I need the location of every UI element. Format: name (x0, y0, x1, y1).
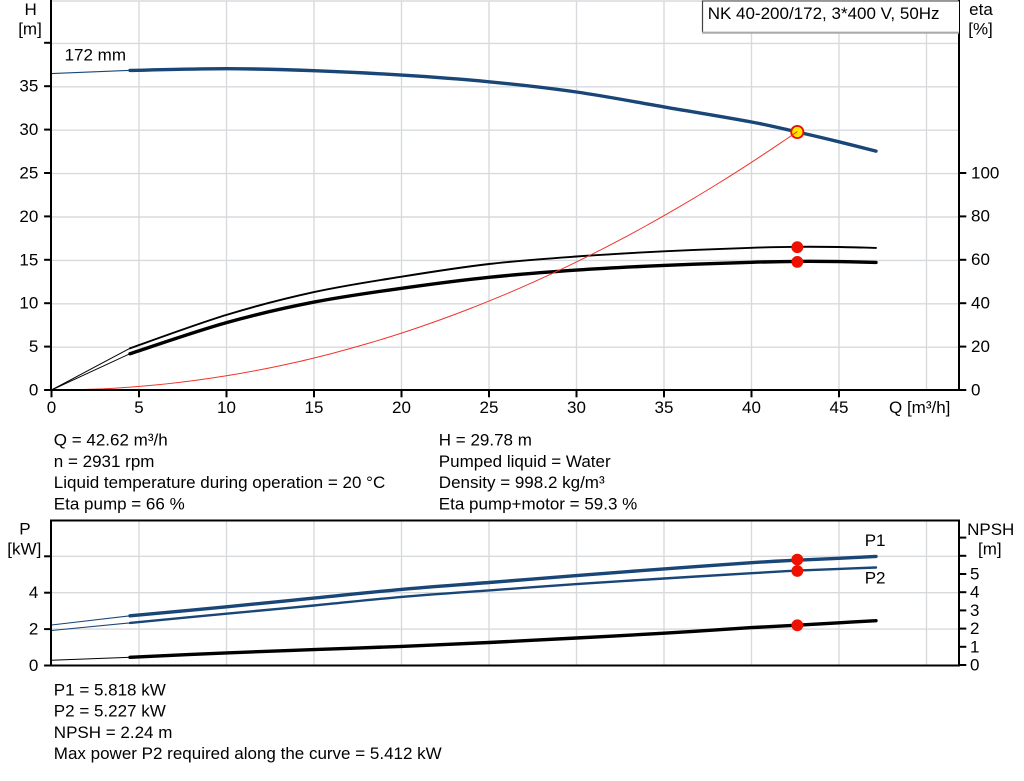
svg-text:35: 35 (655, 398, 674, 417)
svg-text:0: 0 (970, 656, 979, 675)
svg-text:Eta pump+motor = 59.3 %: Eta pump+motor = 59.3 % (439, 495, 637, 514)
svg-text:100: 100 (971, 163, 999, 182)
svg-text:80: 80 (971, 207, 990, 226)
svg-text:15: 15 (305, 398, 324, 417)
svg-text:Eta pump = 66 %: Eta pump = 66 % (54, 495, 185, 514)
svg-text:1: 1 (970, 637, 979, 656)
svg-text:Max power P2 required along th: Max power P2 required along the curve = … (54, 744, 442, 763)
svg-text:25: 25 (19, 164, 38, 183)
svg-text:[m]: [m] (978, 540, 1002, 559)
svg-text:NK 40-200/172, 3*400 V, 50Hz: NK 40-200/172, 3*400 V, 50Hz (708, 4, 940, 23)
svg-text:45: 45 (830, 398, 849, 417)
svg-text:35: 35 (19, 77, 38, 96)
svg-text:0: 0 (29, 381, 38, 400)
svg-text:[m]: [m] (18, 20, 42, 39)
svg-text:40: 40 (742, 398, 761, 417)
svg-text:Pumped liquid = Water: Pumped liquid = Water (439, 452, 611, 471)
svg-text:20: 20 (392, 398, 411, 417)
svg-text:60: 60 (971, 250, 990, 269)
svg-text:H = 29.78 m: H = 29.78 m (439, 431, 532, 450)
svg-text:30: 30 (567, 398, 586, 417)
svg-text:[kW]: [kW] (7, 540, 41, 559)
svg-text:P2: P2 (865, 569, 886, 588)
svg-text:20: 20 (19, 207, 38, 226)
svg-text:5: 5 (29, 337, 38, 356)
svg-text:[%]: [%] (968, 19, 993, 38)
svg-text:0: 0 (47, 398, 56, 417)
svg-text:P2 = 5.227 kW: P2 = 5.227 kW (54, 702, 166, 721)
svg-text:NPSH = 2.24 m: NPSH = 2.24 m (54, 723, 173, 742)
svg-text:NPSH: NPSH (967, 520, 1014, 539)
svg-text:Q [m³/h]: Q [m³/h] (889, 398, 950, 417)
svg-text:15: 15 (19, 250, 38, 269)
svg-text:P: P (19, 520, 30, 539)
svg-text:3: 3 (970, 601, 979, 620)
svg-text:25: 25 (480, 398, 499, 417)
svg-text:30: 30 (19, 120, 38, 139)
svg-text:Q = 42.62 m³/h: Q = 42.62 m³/h (54, 431, 168, 450)
svg-text:0: 0 (29, 656, 38, 675)
svg-text:eta: eta (969, 0, 993, 19)
svg-text:40: 40 (971, 294, 990, 313)
svg-text:Liquid temperature during oper: Liquid temperature during operation = 20… (54, 473, 385, 492)
svg-text:4: 4 (970, 583, 979, 602)
svg-text:10: 10 (19, 294, 38, 313)
svg-text:Density = 998.2 kg/m³: Density = 998.2 kg/m³ (439, 473, 605, 492)
svg-text:2: 2 (29, 620, 38, 639)
svg-text:P1: P1 (865, 531, 886, 550)
svg-text:0: 0 (971, 380, 980, 399)
svg-text:10: 10 (217, 398, 236, 417)
svg-text:172 mm: 172 mm (65, 45, 126, 64)
svg-text:5: 5 (970, 565, 979, 584)
svg-text:n = 2931 rpm: n = 2931 rpm (54, 452, 155, 471)
svg-text:4: 4 (29, 583, 38, 602)
svg-text:20: 20 (971, 337, 990, 356)
svg-text:P1 = 5.818 kW: P1 = 5.818 kW (54, 680, 166, 699)
svg-text:5: 5 (134, 398, 143, 417)
svg-text:H: H (24, 0, 36, 19)
svg-text:2: 2 (970, 619, 979, 638)
